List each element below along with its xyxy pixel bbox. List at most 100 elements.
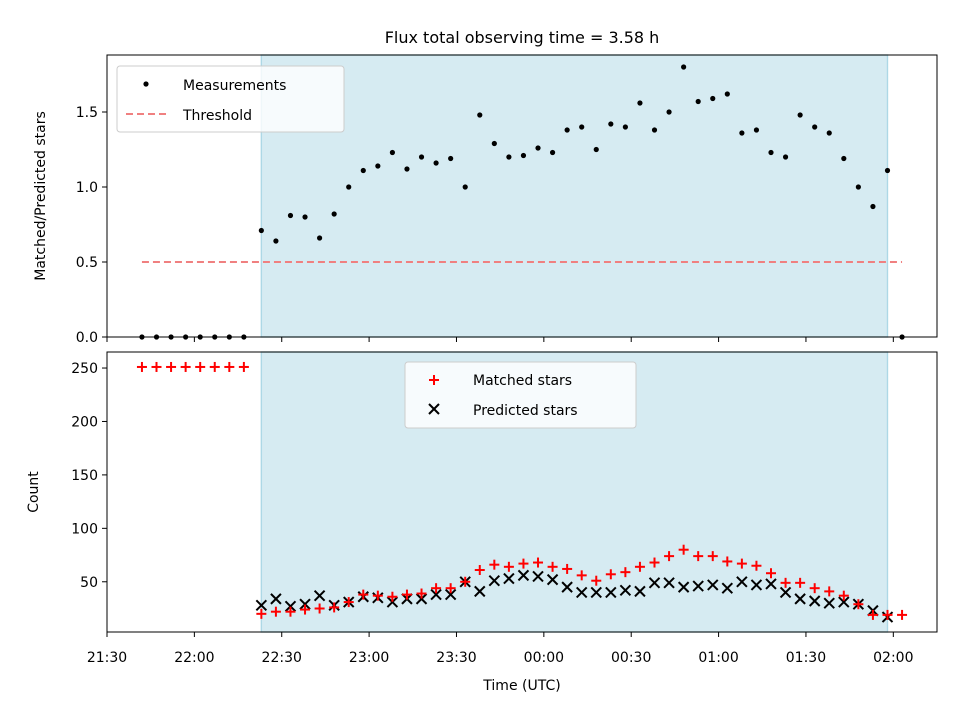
matched-star-marker [751, 560, 762, 571]
matched-star-marker [591, 575, 602, 586]
bottom-x-ticks: 21:30 22:00 22:30 23:00 23:30 00:00 00:30 01:00… [87, 632, 913, 666]
matched-star-marker [503, 561, 514, 572]
measurement-point [710, 95, 716, 102]
measurement-point [826, 130, 832, 136]
matched-star-marker [838, 590, 849, 601]
predicted-star-marker [503, 572, 515, 585]
y-tick-label: 0.0 [76, 330, 98, 346]
predicted-legend-marker [428, 403, 440, 415]
matched-star-marker [329, 602, 340, 613]
matched-star-marker [707, 551, 718, 562]
matched-legend-label: Matched stars [473, 373, 572, 389]
matched-star-marker [693, 551, 704, 562]
measurement-point [681, 64, 687, 70]
top-panel: 0.0 0.5 1.0 1.5 Matched/Predicted stars Mea… [33, 54, 938, 346]
measurement-point [462, 184, 468, 190]
measurements-legend-label: Measurements [183, 78, 286, 94]
matched-star-marker [489, 559, 500, 570]
matched-star-marker [300, 604, 311, 615]
predicted-star-marker [270, 593, 282, 605]
matched-star-marker [853, 599, 864, 610]
matched-star-marker [897, 609, 908, 620]
measurement-point [316, 235, 323, 241]
measurement-point [346, 184, 352, 190]
top-axes-frame [106, 54, 938, 338]
bottom-y-axis-label: Count [26, 471, 42, 513]
matched-star-marker [576, 570, 587, 581]
top-x-ticks [106, 337, 894, 342]
matched-star-marker [285, 606, 296, 617]
matched-star-marker [209, 361, 220, 372]
predicted-star-marker [430, 588, 442, 601]
measurement-point [579, 124, 585, 130]
predicted-star-marker [313, 589, 326, 602]
bottom-panel: 50 100 150 200 250 21:30 22:00 22:30 23:00 23:30… [26, 351, 938, 694]
x-tick-label: 00:00 [524, 650, 564, 666]
x-axis-label: Time (UTC) [482, 678, 560, 694]
predicted-star-marker [750, 579, 763, 591]
top-y-axis-label: Matched/Predicted stars [33, 111, 49, 281]
x-tick-label: 01:30 [786, 650, 826, 666]
measurement-point [331, 211, 337, 217]
y-tick-label: 1.5 [76, 105, 98, 121]
measurement-point [608, 121, 614, 127]
predicted-star-marker [532, 570, 544, 583]
matched-star-marker [722, 556, 733, 567]
measurement-point [884, 167, 891, 174]
measurement-point [389, 149, 396, 156]
measurement-point [564, 127, 570, 133]
predicted-star-marker [808, 595, 821, 607]
measurement-point [433, 160, 439, 166]
measurement-point [695, 98, 701, 105]
top-legend-box [116, 65, 345, 133]
x-tick-label: 23:30 [436, 650, 476, 666]
measurement-point [782, 154, 789, 160]
predicted-star-marker [619, 584, 632, 597]
matched-star-marker [605, 569, 616, 580]
predicted-star-marker [561, 581, 573, 593]
matched-legend-marker [429, 375, 439, 385]
predicted-star-marker [444, 588, 457, 601]
x-tick-label: 23:00 [349, 650, 389, 666]
matched-star-marker [224, 361, 235, 372]
bottom-axes-frame [106, 351, 938, 633]
matched-star-marker [180, 361, 191, 372]
predicted-star-marker [736, 576, 748, 588]
predicted-star-marker [765, 578, 777, 590]
bottom-y-ticks: 50 100 150 200 250 [71, 361, 107, 591]
x-tick-label: 00:30 [611, 650, 651, 666]
matched-star-marker [824, 586, 835, 597]
predicted-star-marker [648, 577, 661, 589]
y-tick-label: 100 [71, 521, 98, 537]
x-tick-label: 22:30 [262, 650, 302, 666]
measurement-point [855, 184, 861, 190]
matched-star-marker [780, 577, 791, 588]
y-tick-label: 1.0 [76, 180, 98, 196]
predicted-star-marker [677, 581, 690, 593]
matched-star-marker [416, 588, 427, 599]
measurement-point [739, 130, 745, 136]
predicted-star-marker [707, 579, 719, 591]
matched-star-marker [166, 361, 177, 372]
measurement-point [753, 127, 760, 133]
matched-star-marker [256, 608, 267, 619]
matched-star-marker [533, 557, 544, 568]
measurement-point [666, 109, 672, 115]
measurement-point [506, 154, 512, 160]
top-y-ticks: 0.0 0.5 1.0 1.5 [76, 105, 107, 346]
y-tick-label: 250 [71, 361, 98, 377]
matched-star-marker [678, 544, 689, 555]
predicted-star-marker [386, 596, 399, 608]
predicted-star-marker [634, 585, 646, 598]
matched-star-marker [431, 583, 442, 594]
predicted-star-marker [299, 598, 311, 610]
measurement-point [360, 167, 366, 174]
predicted-star-marker [415, 593, 428, 605]
matched-star-marker [547, 561, 558, 572]
measurement-point [535, 145, 541, 151]
predicted-star-marker [284, 600, 297, 613]
matched-star-marker [358, 589, 369, 600]
measurement-point [637, 100, 643, 106]
predicted-star-marker [517, 569, 530, 582]
